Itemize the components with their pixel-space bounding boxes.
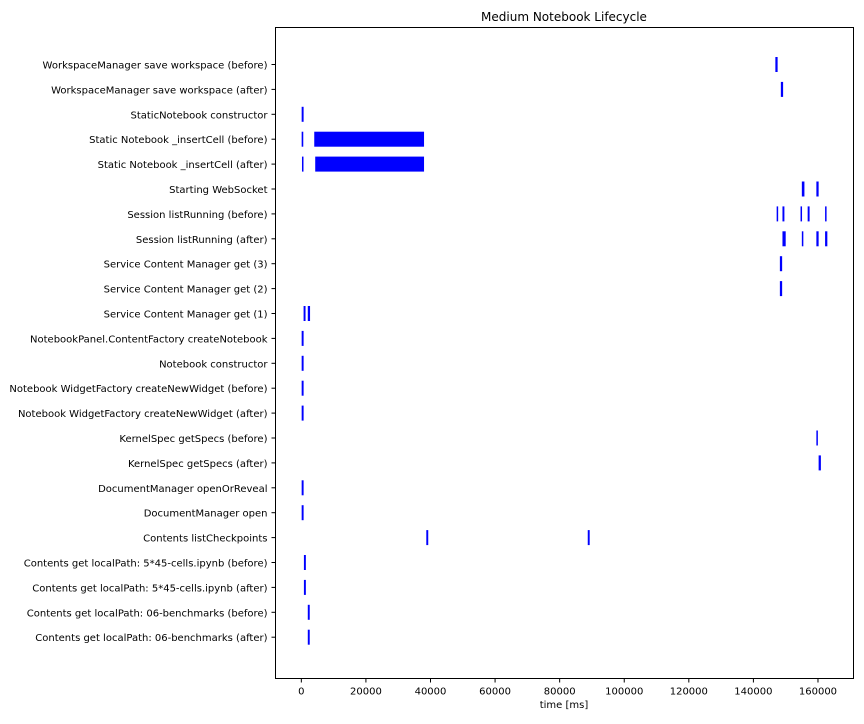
- bar-segment: [301, 330, 304, 346]
- y-tick-label: NotebookPanel.ContentFactory createNoteb…: [30, 334, 268, 345]
- x-tick-label: 20000: [350, 687, 382, 698]
- bar-segment: [301, 131, 304, 147]
- y-tick-label: StaticNotebook constructor: [130, 110, 268, 121]
- bar-segment: [807, 206, 810, 222]
- bar-segment: [301, 505, 304, 521]
- y-axis-labels: WorkspaceManager save workspace (before)…: [9, 61, 268, 645]
- bar-segment: [818, 455, 821, 471]
- bar-segment: [587, 530, 590, 546]
- bar-segment: [782, 206, 785, 222]
- y-tick-label: KernelSpec getSpecs (before): [119, 434, 267, 445]
- x-tick-label: 40000: [415, 687, 447, 698]
- bar-segment: [301, 355, 304, 371]
- y-tick-label: Contents get localPath: 06-benchmarks (b…: [27, 608, 268, 619]
- y-tick-label: Service Content Manager get (3): [104, 260, 268, 271]
- y-tick-label: Contents get localPath: 5*45-cells.ipynb…: [24, 559, 268, 570]
- bar-segment: [426, 530, 429, 546]
- y-tick-label: Notebook WidgetFactory createNewWidget (…: [18, 409, 268, 420]
- bar-segment: [301, 106, 304, 122]
- bar-segment: [307, 604, 310, 620]
- x-tick-label: 140000: [734, 687, 772, 698]
- x-tick-label: 0: [298, 687, 304, 698]
- bar-segment: [303, 579, 306, 595]
- bar-segment: [776, 206, 779, 222]
- plot-frame: [275, 27, 854, 679]
- bar-segment: [301, 480, 304, 496]
- bars-group: [301, 57, 828, 645]
- bar-segment: [301, 380, 304, 396]
- y-tick-label: Contents get localPath: 06-benchmarks (a…: [35, 633, 267, 644]
- bar-segment: [301, 156, 304, 172]
- bar-segment: [816, 231, 819, 247]
- x-axis-ticks: 0 20000 40000 60000 80000 100000 120000 140000 1…: [298, 678, 837, 698]
- bar-segment: [825, 231, 828, 247]
- y-tick-label: Notebook WidgetFactory createNewWidget (…: [9, 384, 267, 395]
- y-tick-label: WorkspaceManager save workspace (after): [51, 85, 268, 96]
- y-tick-label: Static Notebook _insertCell (after): [98, 160, 268, 171]
- bar-segment: [775, 57, 778, 72]
- bar-segment: [307, 629, 310, 645]
- y-tick-label: Session listRunning (after): [136, 235, 268, 246]
- chart-title: Medium Notebook Lifecycle: [481, 10, 647, 24]
- x-axis-label: time [ms]: [540, 700, 589, 711]
- y-tick-label: Session listRunning (before): [127, 210, 267, 221]
- y-tick-label: DocumentManager openOrReveal: [98, 484, 267, 495]
- y-tick-label: WorkspaceManager save workspace (before): [43, 61, 268, 72]
- x-tick-label: 100000: [605, 687, 643, 698]
- x-tick-label: 120000: [670, 687, 708, 698]
- y-tick-label: Service Content Manager get (2): [104, 285, 268, 296]
- y-tick-label: Contents listCheckpoints: [143, 534, 267, 545]
- bar-segment: [800, 206, 803, 222]
- bar-segment: [801, 181, 805, 197]
- bar-segment: [782, 231, 786, 247]
- y-tick-label: Contents get localPath: 5*45-cells.ipynb…: [32, 583, 267, 594]
- y-tick-label: DocumentManager open: [144, 509, 268, 520]
- bar-segment: [315, 156, 425, 172]
- y-tick-label: Starting WebSocket: [169, 185, 267, 196]
- bar-segment: [303, 555, 306, 570]
- y-tick-label: Static Notebook _insertCell (before): [89, 135, 267, 146]
- y-axis-ticks: [271, 64, 276, 638]
- bar-segment: [314, 131, 425, 147]
- bar-segment: [825, 206, 827, 222]
- bar-segment: [307, 306, 311, 321]
- bar-segment: [816, 430, 818, 446]
- bar-segment: [779, 256, 783, 272]
- y-tick-label: Service Content Manager get (1): [104, 310, 268, 321]
- bar-segment: [301, 405, 304, 421]
- x-tick-label: 80000: [544, 687, 576, 698]
- bar-segment: [779, 281, 783, 297]
- bar-segment: [801, 231, 804, 247]
- x-tick-label: 160000: [799, 687, 837, 698]
- bar-segment: [816, 181, 819, 197]
- bar-segment: [303, 306, 306, 321]
- x-tick-label: 60000: [479, 687, 511, 698]
- y-tick-label: KernelSpec getSpecs (after): [128, 459, 268, 470]
- y-tick-label: Notebook constructor: [159, 359, 268, 370]
- bar-segment: [780, 81, 784, 97]
